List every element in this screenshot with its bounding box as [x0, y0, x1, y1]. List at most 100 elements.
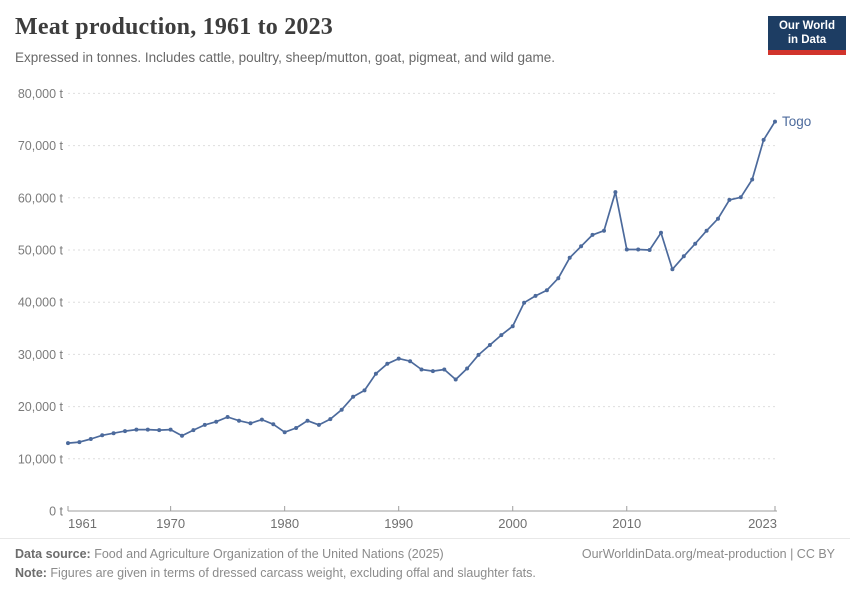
data-point[interactable]	[476, 352, 481, 357]
data-point[interactable]	[316, 422, 321, 427]
owid-logo-line1: Our World	[778, 20, 835, 32]
y-tick-label: 80,000 t	[18, 87, 64, 101]
footer-left: Data source: Food and Agriculture Organi…	[15, 547, 536, 600]
y-tick-label: 60,000 t	[18, 191, 64, 205]
entity-label-togo[interactable]: Togo	[782, 114, 811, 129]
chart-header: Meat production, 1961 to 2023 Expressed …	[15, 14, 760, 65]
datasource-line: Data source: Food and Agriculture Organi…	[15, 547, 536, 561]
data-point[interactable]	[761, 137, 766, 142]
data-point[interactable]	[271, 422, 276, 427]
data-point[interactable]	[681, 254, 686, 259]
data-point[interactable]	[567, 255, 572, 260]
data-point[interactable]	[693, 241, 698, 246]
data-point[interactable]	[408, 359, 413, 364]
x-tick-label: 1970	[156, 516, 185, 531]
data-point[interactable]	[282, 430, 287, 435]
data-point[interactable]	[191, 428, 196, 433]
y-axis: 0 t 10,000 t 20,000 t 30,000 t 40,000 t 50,00…	[18, 87, 777, 519]
data-point[interactable]	[522, 300, 527, 305]
series-togo[interactable]	[66, 119, 777, 446]
y-tick-label: 50,000 t	[18, 244, 64, 258]
note-label: Note:	[15, 566, 47, 580]
data-point[interactable]	[328, 417, 333, 422]
data-point[interactable]	[123, 429, 127, 434]
note-line: Note: Figures are given in terms of dres…	[15, 566, 536, 580]
data-point[interactable]	[636, 247, 641, 252]
x-tick-label: 2023	[748, 516, 777, 531]
data-point[interactable]	[750, 177, 755, 182]
data-point[interactable]	[339, 407, 344, 412]
data-point[interactable]	[670, 267, 675, 272]
data-point[interactable]	[214, 419, 219, 424]
x-tick-label: 1961	[68, 516, 97, 531]
togo-line[interactable]	[67, 120, 776, 444]
y-tick-label: 20,000 t	[18, 400, 64, 414]
data-point[interactable]	[647, 248, 652, 252]
data-point[interactable]	[385, 361, 390, 366]
data-point[interactable]	[100, 433, 105, 438]
chart-subtitle: Expressed in tonnes. Includes cattle, po…	[15, 50, 556, 65]
chart-footer: Data source: Food and Agriculture Organi…	[0, 538, 850, 600]
data-point[interactable]	[773, 119, 777, 124]
y-tick-label: 40,000 t	[18, 296, 64, 310]
note-text: Figures are given in terms of dressed ca…	[46, 566, 536, 580]
data-point[interactable]	[579, 244, 584, 249]
footer-citation-link[interactable]: OurWorldinData.org/meat-production | CC …	[581, 547, 835, 561]
data-point[interactable]	[727, 197, 732, 202]
data-point[interactable]	[624, 247, 629, 252]
data-point[interactable]	[77, 440, 82, 445]
data-point[interactable]	[453, 377, 458, 382]
y-tick-label: 0 t	[49, 505, 63, 519]
data-point[interactable]	[442, 367, 447, 372]
data-point[interactable]	[659, 230, 663, 235]
data-point[interactable]	[465, 366, 470, 371]
data-point[interactable]	[396, 356, 401, 361]
x-tick-label: 1990	[384, 516, 413, 531]
data-point[interactable]	[613, 190, 618, 195]
data-point[interactable]	[168, 427, 173, 432]
data-point[interactable]	[499, 333, 504, 338]
data-point[interactable]	[237, 418, 241, 423]
data-point[interactable]	[111, 431, 116, 436]
data-point[interactable]	[510, 324, 515, 329]
datasource-label: Data source:	[15, 547, 91, 561]
data-point[interactable]	[88, 437, 93, 441]
data-point[interactable]	[225, 415, 230, 419]
data-point[interactable]	[430, 369, 435, 374]
data-point[interactable]	[716, 216, 720, 221]
data-point[interactable]	[351, 394, 356, 399]
x-tick-label: 2010	[612, 516, 641, 531]
data-point[interactable]	[134, 427, 139, 432]
data-point[interactable]	[259, 417, 264, 422]
data-point[interactable]	[145, 427, 150, 432]
data-point[interactable]	[294, 426, 299, 430]
x-tick-label: 2000	[498, 516, 527, 531]
data-point[interactable]	[704, 228, 709, 233]
y-tick-label: 10,000 t	[18, 452, 64, 466]
x-tick-label: 1980	[270, 516, 299, 531]
data-point[interactable]	[533, 293, 538, 298]
data-point[interactable]	[373, 371, 378, 376]
chart-canvas: 0 t 10,000 t 20,000 t 30,000 t 40,000 t 50,00…	[18, 87, 811, 531]
data-point[interactable]	[202, 422, 207, 427]
datasource-text: Food and Agriculture Organization of the…	[90, 547, 444, 561]
data-point[interactable]	[248, 421, 253, 426]
data-point[interactable]	[66, 441, 70, 446]
data-point[interactable]	[602, 228, 606, 233]
data-point[interactable]	[556, 276, 561, 281]
owid-logo-line2: in Data	[787, 33, 827, 46]
y-tick-label: 30,000 t	[18, 348, 64, 362]
data-point[interactable]	[305, 418, 310, 423]
y-tick-label: 70,000 t	[18, 139, 64, 153]
data-point[interactable]	[590, 232, 595, 237]
data-point[interactable]	[180, 433, 184, 438]
x-axis: 1961 1970 1980 1990 2000 2010 2023	[67, 506, 777, 531]
data-point[interactable]	[419, 367, 424, 372]
owid-logo[interactable]: Our World in Data	[768, 16, 846, 55]
data-point[interactable]	[738, 195, 743, 200]
chart-title: Meat production, 1961 to 2023	[15, 14, 334, 40]
data-point[interactable]	[362, 388, 367, 393]
data-point[interactable]	[544, 288, 549, 293]
data-point[interactable]	[157, 428, 162, 433]
data-point[interactable]	[487, 343, 492, 347]
